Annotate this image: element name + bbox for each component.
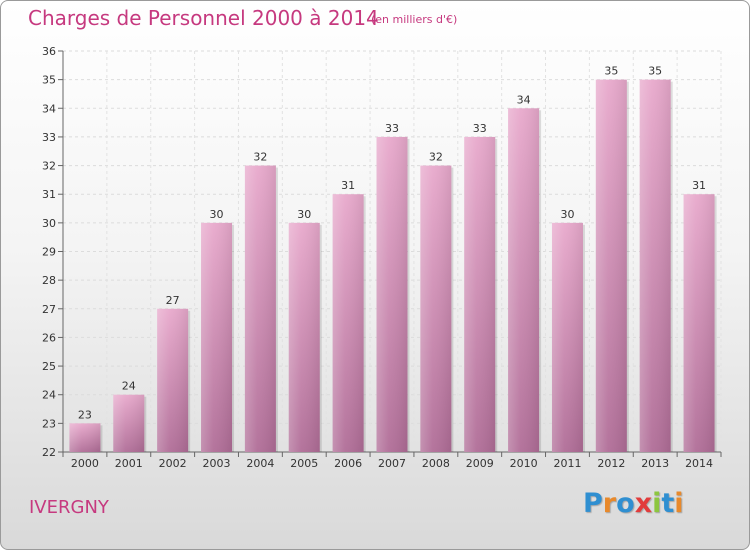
data-label: 33 — [473, 122, 487, 135]
y-tick-label: 29 — [42, 246, 56, 259]
y-tick-label: 32 — [42, 160, 56, 173]
bar-highlight — [464, 136, 496, 452]
logo-letter: x — [634, 488, 653, 519]
data-label: 27 — [166, 294, 180, 307]
data-label: 31 — [341, 179, 355, 192]
x-tick-label: 2010 — [510, 457, 538, 470]
data-label: 31 — [692, 179, 706, 192]
y-tick-label: 33 — [42, 131, 56, 144]
bars — [69, 79, 717, 453]
x-tick-label: 2002 — [159, 457, 187, 470]
y-tick-label: 27 — [42, 303, 56, 316]
data-label: 30 — [560, 208, 574, 221]
bar-highlight — [595, 79, 627, 453]
x-tick-label: 2004 — [246, 457, 274, 470]
data-label: 23 — [78, 408, 92, 421]
data-label: 35 — [648, 65, 662, 78]
bar-highlight — [420, 165, 452, 453]
data-label: 33 — [385, 122, 399, 135]
y-tick-label: 23 — [42, 417, 56, 430]
data-label: 35 — [604, 65, 618, 78]
data-label: 30 — [210, 208, 224, 221]
x-tick-label: 2005 — [290, 457, 318, 470]
data-label: 32 — [253, 151, 267, 164]
x-tick-label: 2009 — [466, 457, 494, 470]
bar-highlight — [639, 79, 671, 453]
x-tick-label: 2008 — [422, 457, 450, 470]
data-label: 34 — [517, 93, 531, 106]
bar-highlight — [201, 222, 233, 452]
x-tick-label: 2011 — [553, 457, 581, 470]
x-tick-label: 2006 — [334, 457, 362, 470]
bar-highlight — [508, 108, 540, 453]
bar-highlight — [113, 394, 145, 452]
chart-title: Charges de Personnel 2000 à 2014 — [28, 6, 379, 30]
logo-letter: i — [652, 488, 662, 519]
y-tick-label: 30 — [42, 217, 56, 230]
x-tick-label: 2013 — [641, 457, 669, 470]
logo-letter: i — [674, 488, 684, 519]
bar-highlight — [69, 423, 101, 452]
bar-highlight — [244, 165, 276, 453]
y-tick-label: 31 — [42, 188, 56, 201]
y-tick-label: 34 — [42, 102, 56, 115]
y-tick-label: 25 — [42, 360, 56, 373]
x-tick-label: 2007 — [378, 457, 406, 470]
x-tick-label: 2001 — [115, 457, 143, 470]
x-tick-label: 2003 — [203, 457, 231, 470]
data-label: 30 — [297, 208, 311, 221]
y-tick-label: 28 — [42, 274, 56, 287]
y-tick-label: 36 — [42, 45, 56, 58]
y-tick-label: 22 — [42, 446, 56, 459]
data-label: 24 — [122, 380, 136, 393]
logo-letter: o — [616, 488, 635, 519]
data-label: 32 — [429, 151, 443, 164]
chart-subtitle: (en milliers d'€) — [371, 13, 458, 26]
x-tick-label: 2012 — [597, 457, 625, 470]
bar-highlight — [157, 308, 189, 452]
logo-letter: t — [661, 488, 675, 519]
y-tick-label: 35 — [42, 74, 56, 87]
y-tick-label: 26 — [42, 331, 56, 344]
labels: 22 23 24 25 26 27 28 29 30 31 32 33 34 35 36 23 2000 24 20… — [42, 45, 713, 470]
x-tick-label: 2000 — [71, 457, 99, 470]
x-tick-label: 2014 — [685, 457, 713, 470]
bar-highlight — [376, 136, 408, 452]
bar-highlight — [288, 222, 320, 452]
logo-letter: r — [602, 488, 617, 519]
logo-letter: P — [583, 488, 603, 519]
y-tick-label: 24 — [42, 389, 56, 402]
bar-highlight — [551, 222, 583, 452]
bar-highlight — [332, 194, 364, 452]
bar-highlight — [683, 194, 715, 452]
proxiti-logo: Proxiti — [583, 488, 684, 519]
commune-name: IVERGNY — [29, 497, 109, 518]
